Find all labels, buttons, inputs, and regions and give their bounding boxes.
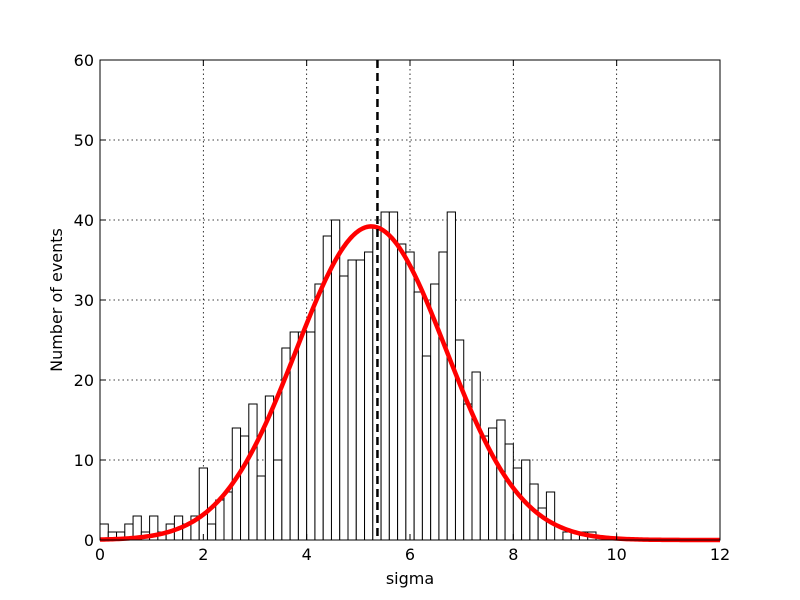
histogram-bar <box>397 243 407 541</box>
y-tick-label: 30 <box>74 291 94 310</box>
histogram-bar <box>355 259 366 541</box>
histogram-bar <box>405 251 415 541</box>
histogram-bar <box>306 331 316 541</box>
x-axis-label: sigma <box>386 569 434 588</box>
histogram-bar <box>273 459 283 541</box>
histogram-bar <box>314 283 324 541</box>
histogram-bar <box>512 467 523 541</box>
histogram-bar <box>256 475 266 541</box>
histogram-bar <box>380 211 390 541</box>
histogram-bar <box>488 427 498 541</box>
x-tick-label: 4 <box>302 545 312 564</box>
y-tick-label: 0 <box>84 531 94 550</box>
histogram-bar <box>388 211 399 541</box>
histogram-bar <box>347 259 357 541</box>
histogram-bar <box>545 491 556 541</box>
histogram-bar <box>215 499 225 541</box>
y-tick-label: 50 <box>74 131 94 150</box>
histogram-bar <box>339 275 349 541</box>
y-tick-label: 20 <box>74 371 94 390</box>
histogram-bar <box>421 355 432 541</box>
histogram-bars <box>99 211 597 541</box>
histogram-bar <box>248 403 258 541</box>
histogram-bar <box>471 371 481 541</box>
histogram-bar <box>240 435 250 541</box>
x-tick-label: 12 <box>710 545 730 564</box>
histogram-bar <box>364 251 374 541</box>
y-tick-label: 60 <box>74 51 94 70</box>
histogram-bar <box>504 443 514 541</box>
x-tick-label: 6 <box>405 545 415 564</box>
histogram-bar <box>496 419 506 541</box>
x-tick-label: 2 <box>198 545 208 564</box>
y-tick-label: 40 <box>74 211 94 230</box>
histogram-bar <box>223 491 233 541</box>
histogram-bar <box>562 531 572 541</box>
y-axis-label: Number of events <box>47 228 66 372</box>
histogram-bar <box>463 403 473 541</box>
histogram-bar <box>438 251 448 541</box>
x-tick-label: 0 <box>95 545 105 564</box>
x-tick-label: 10 <box>606 545 626 564</box>
histogram-bar <box>479 435 490 541</box>
histogram-bar <box>206 523 217 541</box>
y-tick-labels: 0 10 20 30 40 50 60 <box>74 51 94 550</box>
x-tick-labels: 0 2 4 6 8 10 12 <box>95 545 730 564</box>
histogram-bar <box>454 339 465 541</box>
axis-ticks <box>99 59 721 541</box>
histogram-bar <box>297 331 308 541</box>
x-tick-label: 8 <box>508 545 518 564</box>
y-tick-label: 10 <box>74 451 94 470</box>
histogram-bar <box>198 467 208 541</box>
histogram-bar <box>413 291 423 541</box>
